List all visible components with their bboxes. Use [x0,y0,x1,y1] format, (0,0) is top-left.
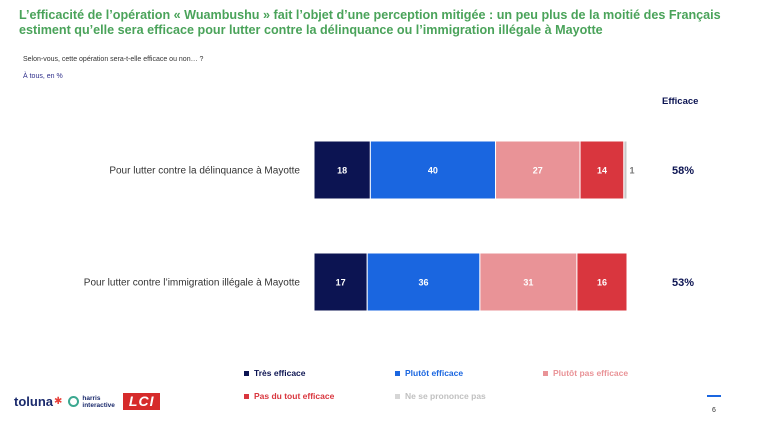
bar-segment [579,140,625,200]
data-label: 16 [597,278,607,288]
legend-label: Ne se prononce pas [405,391,486,401]
data-label: 14 [597,166,607,176]
bar-segment [576,252,628,312]
chart-title: L’efficacité de l’opération « Wuambushu … [19,8,721,37]
bar-segment [366,252,481,312]
bar-segment [623,140,628,200]
efficace-column-header: Efficace [662,96,699,107]
legend-swatch [395,370,400,376]
bar-segment [495,140,581,200]
category-label: Pour lutter contre la délinquance à Mayo… [109,166,300,177]
category-label: Pour lutter contre l’immigration illégal… [84,278,301,289]
base-text: À tous, en % [23,73,63,80]
legend-swatch [244,393,249,399]
legend-item-pas-du-tout-efficace: Pas du tout efficace [244,391,334,401]
footer-logos: toluna ✱ harris interactive LCI [14,393,161,410]
harris-line2: interactive [82,401,115,409]
legend-item-tres-efficace: Très efficace [244,368,306,378]
bar-segment [369,140,497,200]
data-label: 1 [629,166,634,176]
data-label: 17 [336,278,346,288]
harris-line1: harris [82,394,101,402]
legend-swatch [395,393,400,399]
page-number-accent [707,395,721,397]
legend-label: Très efficace [254,368,306,378]
data-label: 31 [523,278,533,288]
toluna-star-icon: ✱ [54,396,63,407]
legend-item-ne-se-prononce-pas: Ne se prononce pas [395,391,486,401]
legend-label: Plutôt efficace [405,368,464,378]
harris-interactive-logo: harris interactive [82,395,115,409]
question-text: Selon-vous, cette opération sera-t-elle … [23,56,204,63]
lci-logo: LCI [122,393,161,410]
legend-label: Pas du tout efficace [254,391,335,401]
data-label: 27 [533,166,543,176]
bar-segment [479,252,578,312]
data-label: 40 [428,166,438,176]
legend-swatch [543,370,548,376]
legend-swatch [244,370,249,376]
bar-segment [313,140,371,200]
page-number: 6 [712,407,716,414]
data-label: 18 [337,166,347,176]
legend-item-plutot-pas-efficace: Plutôt pas efficace [543,368,628,378]
efficace-total-label: 53% [672,277,694,289]
data-label: 36 [419,278,429,288]
legend-label: Plutôt pas efficace [553,368,629,378]
harris-ring-icon [68,396,80,407]
legend-item-plutot-efficace: Plutôt efficace [395,368,463,378]
efficace-total-label: 58% [672,165,694,177]
bar-segment [313,252,368,312]
toluna-logo: toluna [14,394,53,409]
